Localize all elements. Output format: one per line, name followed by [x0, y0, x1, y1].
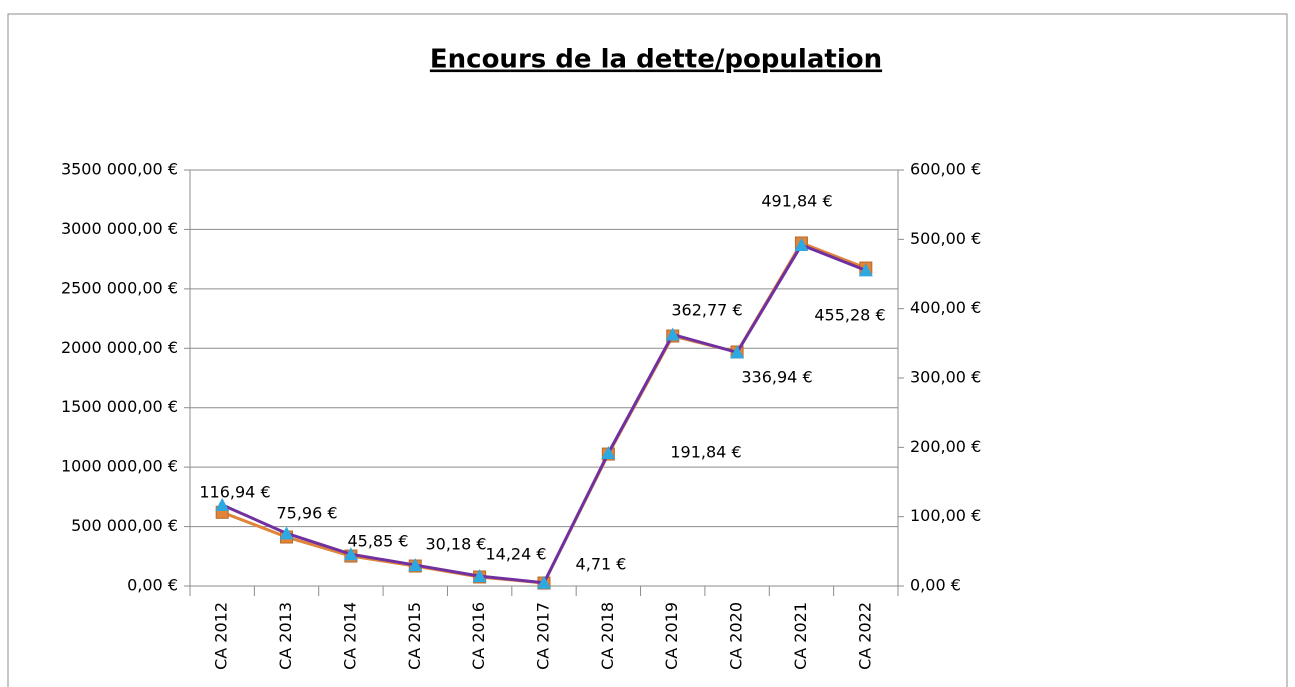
- y-tick-label: 2500 000,00 €: [61, 278, 178, 297]
- marker: [730, 345, 745, 359]
- marker: [665, 327, 680, 341]
- marker: [794, 237, 809, 251]
- x-tick-label: CA 2015: [405, 602, 424, 670]
- data-label: 4,71 €: [576, 555, 627, 574]
- marker: [472, 569, 487, 583]
- marker: [858, 263, 873, 277]
- x-tick-label: CA 2022: [855, 602, 874, 670]
- y-tick-label: 0,00 €: [127, 576, 178, 595]
- y-tick-label: 500 000,00 €: [71, 516, 178, 535]
- data-label: 191,84 €: [670, 443, 741, 462]
- y2-tick-label: 200,00 €: [910, 437, 981, 456]
- data-label: 116,94 €: [199, 483, 270, 502]
- x-tick-label: CA 2014: [340, 602, 359, 670]
- y-tick-label: 1500 000,00 €: [61, 397, 178, 416]
- x-tick-label: CA 2021: [791, 602, 810, 670]
- y-tick-label: 2000 000,00 €: [61, 338, 178, 357]
- x-tick-label: CA 2016: [469, 602, 488, 670]
- data-label: 362,77 €: [671, 301, 742, 320]
- marker: [537, 575, 551, 589]
- y2-tick-label: 600,00 €: [910, 160, 981, 179]
- x-tick-label: CA 2018: [598, 602, 617, 670]
- y2-tick-label: 300,00 €: [910, 368, 981, 387]
- marker: [215, 497, 230, 511]
- x-tick-label: CA 2013: [276, 602, 295, 670]
- y2-tick-label: 500,00 €: [910, 229, 981, 248]
- x-tick-label: CA 2019: [662, 602, 681, 670]
- y2-tick-label: 400,00 €: [910, 298, 981, 317]
- chart-title: Encours de la dette/population: [430, 45, 882, 75]
- data-label: 75,96 €: [276, 504, 337, 523]
- y-tick-label: 3000 000,00 €: [61, 219, 178, 238]
- y2-tick-label: 100,00 €: [910, 506, 981, 525]
- marker: [343, 547, 358, 561]
- x-tick-label: CA 2017: [534, 602, 553, 670]
- data-label: 491,84 €: [761, 192, 832, 211]
- marker: [408, 558, 423, 572]
- x-tick-label: CA 2012: [212, 602, 231, 670]
- data-label: 455,28 €: [814, 306, 885, 325]
- chart-frame: [7, 13, 1288, 687]
- y-tick-label: 1000 000,00 €: [61, 457, 178, 476]
- data-label: 336,94 €: [741, 368, 812, 387]
- marker: [279, 526, 294, 540]
- data-label: 14,24 €: [485, 545, 546, 564]
- x-tick-label: CA 2020: [727, 602, 746, 670]
- y-tick-label: 3500 000,00 €: [61, 160, 178, 179]
- marker: [601, 445, 616, 459]
- data-label: 30,18 €: [425, 535, 486, 554]
- y2-tick-label: 0,00 €: [910, 576, 961, 595]
- data-label: 45,85 €: [347, 532, 408, 551]
